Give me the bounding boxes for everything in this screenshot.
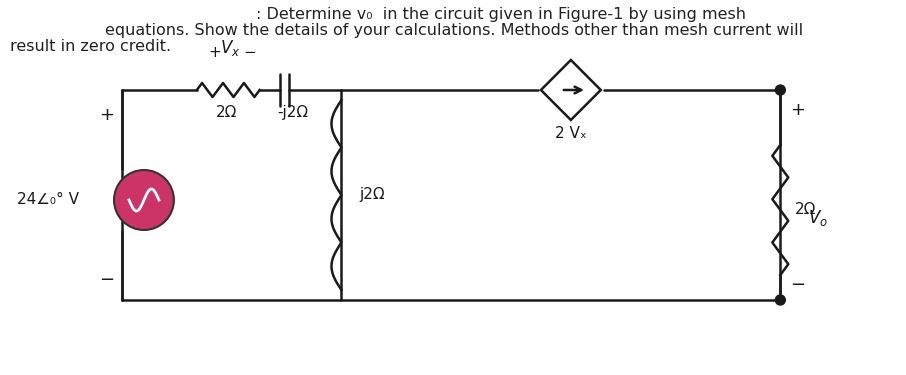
Text: −: − bbox=[790, 276, 805, 294]
Text: +: + bbox=[208, 45, 221, 60]
Text: : Determine v₀  in the circuit given in Figure-1 by using mesh: : Determine v₀ in the circuit given in F… bbox=[256, 7, 746, 22]
Text: -j2Ω: -j2Ω bbox=[277, 105, 308, 120]
Text: 2 Vₓ: 2 Vₓ bbox=[555, 126, 587, 141]
Text: −: − bbox=[244, 45, 256, 60]
Text: result in zero credit.: result in zero credit. bbox=[10, 39, 171, 54]
Text: j2Ω: j2Ω bbox=[360, 188, 385, 202]
Circle shape bbox=[776, 85, 786, 95]
Circle shape bbox=[114, 170, 174, 230]
Text: +: + bbox=[790, 101, 805, 119]
Circle shape bbox=[776, 295, 786, 305]
Text: +: + bbox=[99, 106, 114, 124]
Text: equations. Show the details of your calculations. Methods other than mesh curren: equations. Show the details of your calc… bbox=[105, 23, 804, 38]
Text: 24∠₀° V: 24∠₀° V bbox=[17, 192, 79, 207]
Text: 2Ω: 2Ω bbox=[216, 105, 237, 120]
Text: −: − bbox=[99, 271, 114, 289]
Text: $V_x$: $V_x$ bbox=[219, 38, 240, 58]
Text: 2Ω: 2Ω bbox=[795, 202, 816, 217]
Text: $V_o$: $V_o$ bbox=[808, 208, 828, 228]
